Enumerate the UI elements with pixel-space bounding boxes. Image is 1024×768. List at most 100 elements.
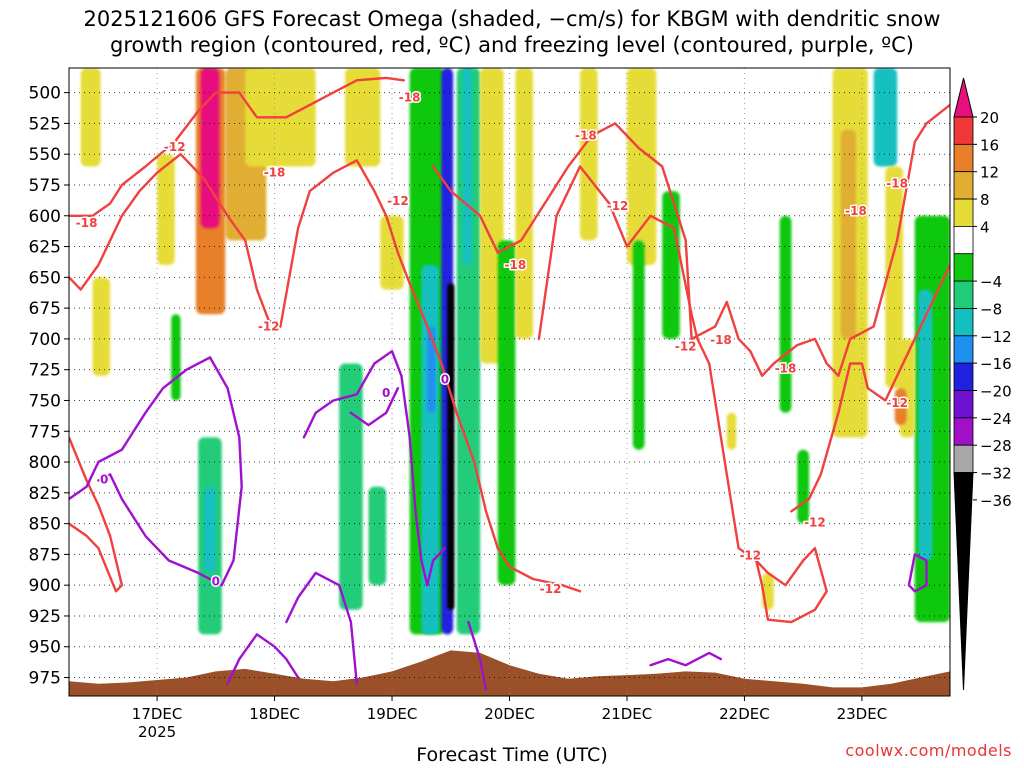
axes: 500 525 550 575 600 625 650 675 700 725 750 775 800 8… — [29, 67, 951, 741]
freezing-contour-0 — [69, 356, 243, 587]
y-tick-label-500: 500 — [29, 84, 61, 104]
omega-cell-31 — [797, 449, 810, 524]
contour-label-10: -18 — [710, 333, 732, 347]
colorbar-bin-12 — [953, 417, 974, 446]
contour-label-11: -18 — [775, 361, 797, 375]
y-tick-label-575: 575 — [29, 176, 61, 196]
dgz-contour-3 — [431, 103, 950, 377]
colorbar-label-12: −32 — [980, 465, 1012, 483]
contour-label-13: -12 — [739, 549, 761, 563]
omega-cell-37 — [918, 289, 933, 561]
colorbar-label-10: −24 — [980, 410, 1012, 428]
freezing-contour-6 — [649, 651, 723, 667]
y-tick-label-550: 550 — [29, 145, 61, 165]
omega-shading — [80, 68, 950, 635]
x-tick-label-22: 22DEC — [719, 705, 770, 723]
dendritic-growth-contours — [69, 76, 950, 624]
omega-cell-39 — [894, 388, 907, 426]
colorbar-label-8: −16 — [980, 355, 1012, 373]
contour-label-2: -18 — [264, 166, 286, 180]
y-tick-label-825: 825 — [29, 484, 61, 504]
freezing-contour-7 — [907, 553, 928, 593]
omega-cell-22 — [497, 240, 516, 586]
contour-label-21: 0 — [441, 373, 449, 387]
contour-label-8: -12 — [607, 199, 629, 213]
dgz-contour-0 — [69, 436, 124, 593]
dgz-contour-5 — [790, 263, 950, 513]
omega-cell-10 — [204, 486, 216, 573]
x-axis-title: Forecast Time (UTC) — [416, 744, 608, 766]
x-tick-label-18: 18DEC — [249, 705, 300, 723]
colorbar-bin-1 — [953, 116, 974, 145]
colorbar-bin-3 — [953, 171, 974, 200]
colorbar-label-13: −36 — [980, 492, 1012, 510]
omega-cell-30 — [726, 412, 737, 450]
contour-label-15: -18 — [845, 204, 867, 218]
chart-title: 2025121606 GFS Forecast Omega (shaded, −… — [0, 6, 1024, 58]
colorbar-label-2: 12 — [980, 164, 999, 182]
y-tick-label-925: 925 — [29, 607, 61, 627]
colorbar-label-1: 16 — [980, 136, 999, 154]
omega-cell-24 — [579, 68, 598, 241]
omega-cell-1 — [200, 68, 220, 229]
contour-label-0: -18 — [76, 216, 98, 230]
colorbar-bin-7 — [953, 280, 974, 309]
x-tick-label-19: 19DEC — [367, 705, 418, 723]
contour-label-9: -12 — [675, 339, 697, 353]
x-tick-label-21: 21DEC — [602, 705, 653, 723]
omega-cell-23 — [515, 68, 533, 339]
omega-cell-6 — [92, 277, 111, 376]
colorbar-bin-11 — [953, 390, 974, 419]
contour-label-4: -18 — [399, 91, 421, 105]
colorbar-bin-6 — [953, 253, 974, 282]
omega-cell-28 — [779, 215, 792, 413]
y-tick-label-975: 975 — [29, 669, 61, 689]
omega-cell-33 — [840, 129, 857, 339]
colorbar-bin-5 — [953, 225, 974, 255]
colorbar-label-0: 20 — [980, 109, 999, 127]
omega-cell-16 — [427, 326, 436, 413]
chart-title-line-2: growth region (contoured, red, ºC) and f… — [110, 33, 914, 57]
colorbar-label-7: −12 — [980, 328, 1012, 346]
x-tick-label-20: 20DEC — [484, 705, 535, 723]
dgz-contour-4 — [537, 165, 828, 624]
omega-cell-11 — [171, 314, 181, 401]
contour-label-16: -18 — [886, 177, 908, 191]
y-tick-label-775: 775 — [29, 422, 61, 442]
colorbar-bin-4 — [953, 198, 974, 227]
contour-label-14: -12 — [804, 515, 826, 529]
contour-label-12: -12 — [540, 582, 562, 596]
colorbar-label-5: −4 — [980, 273, 1002, 291]
omega-cell-20 — [462, 68, 472, 266]
grid-lines — [69, 68, 950, 696]
x-tick-sublabel-17: 2025 — [138, 723, 176, 741]
colorbar-label-3: 8 — [980, 191, 990, 209]
freezing-contour-4 — [349, 387, 400, 427]
x-tick-label-23: 23DEC — [837, 705, 888, 723]
y-tick-label-700: 700 — [29, 330, 61, 350]
colorbar-cap-top — [953, 77, 974, 118]
colorbar-bin-10 — [953, 362, 974, 391]
omega-cell-4 — [80, 68, 101, 167]
y-tick-label-850: 850 — [29, 515, 61, 535]
colorbar-bin-9 — [953, 335, 974, 364]
y-tick-label-800: 800 — [29, 453, 61, 473]
contour-label-3: -12 — [258, 320, 280, 334]
y-tick-label-525: 525 — [29, 114, 61, 134]
contour-label-1: -12 — [164, 140, 186, 154]
omega-cell-26 — [632, 240, 645, 450]
colorbar-label-9: −20 — [980, 383, 1012, 401]
colorbar: 20 16 12 8 4 −4 −8 −12 −16 −20 −24 −28 −32 −36 — [953, 77, 1012, 691]
freezing-contour-3 — [302, 350, 447, 587]
omega-cell-12 — [339, 363, 363, 610]
colorbar-bin-2 — [953, 143, 974, 173]
freezing-contour-2 — [285, 571, 358, 685]
omega-cell-34 — [873, 68, 898, 167]
colorbar-cap-bottom — [953, 472, 974, 691]
dgz-contour-2 — [69, 153, 582, 593]
colorbar-bin-13 — [953, 444, 974, 473]
y-tick-label-900: 900 — [29, 576, 61, 596]
dgz-contour-1 — [69, 76, 405, 217]
credit-link[interactable]: coolwx.com/models — [845, 741, 1012, 760]
